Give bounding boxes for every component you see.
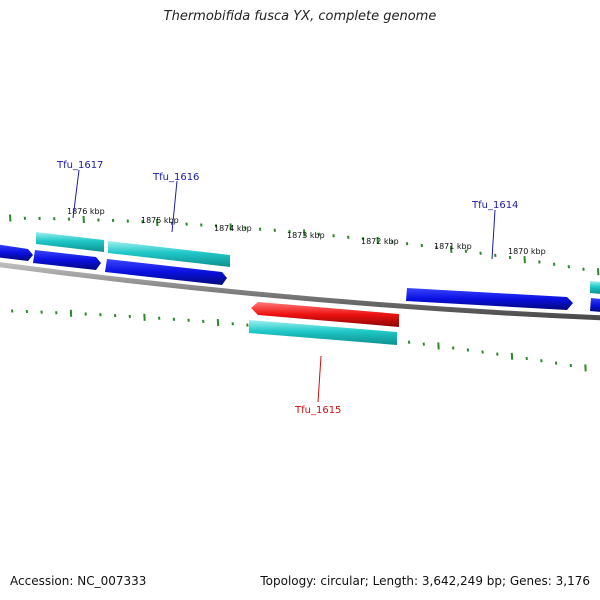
reverse-strand xyxy=(249,302,399,345)
cds-feature[interactable] xyxy=(0,244,33,261)
leader-line xyxy=(491,209,496,260)
scale-label-1875: 1875 kbp xyxy=(141,216,179,225)
forward-gene-track xyxy=(36,232,600,294)
gene-feature[interactable] xyxy=(36,232,104,252)
cds-feature[interactable] xyxy=(590,298,600,312)
gene-label-tfu-1616[interactable]: Tfu_1616 xyxy=(152,172,199,183)
gene-feature[interactable] xyxy=(590,281,600,294)
cds-feature[interactable] xyxy=(406,288,573,310)
scale-label-1870: 1870 kbp xyxy=(508,247,546,256)
scale-label-1876: 1876 kbp xyxy=(67,207,105,216)
forward-cds-track xyxy=(0,244,600,312)
leader-line xyxy=(171,180,178,233)
gene-feature[interactable] xyxy=(108,241,230,267)
scale-ticks-lower xyxy=(11,309,587,372)
scale-ticks-upper xyxy=(9,214,600,276)
cds-feature[interactable] xyxy=(251,302,399,327)
gene-label-tfu-1615[interactable]: Tfu_1615 xyxy=(294,405,341,416)
scale-label-1872: 1872 kbp xyxy=(361,237,399,246)
scale-label-1873: 1873 kbp xyxy=(287,231,325,240)
gene-label-tfu-1617[interactable]: Tfu_1617 xyxy=(56,160,103,171)
scale-label-1874: 1874 kbp xyxy=(214,224,252,233)
cds-feature[interactable] xyxy=(105,259,227,285)
leader-line xyxy=(317,355,322,403)
gene-labels: Tfu_1617 Tfu_1616 Tfu_1614 Tfu_1615 xyxy=(56,160,518,416)
gene-label-tfu-1614[interactable]: Tfu_1614 xyxy=(471,200,518,211)
genome-backbone xyxy=(0,262,600,321)
genome-title: Thermobifida fusca YX, complete genome xyxy=(163,9,437,24)
cds-feature[interactable] xyxy=(33,250,101,270)
scale-label-1871: 1871 kbp xyxy=(434,242,472,251)
leader-line xyxy=(72,169,80,219)
scale-labels: 1876 kbp 1875 kbp 1874 kbp 1873 kbp 1872… xyxy=(67,207,546,256)
genome-summary-text: Topology: circular; Length: 3,642,249 bp… xyxy=(260,574,590,588)
accession-text: Accession: NC_007333 xyxy=(10,574,147,588)
gene-feature[interactable] xyxy=(249,320,397,345)
